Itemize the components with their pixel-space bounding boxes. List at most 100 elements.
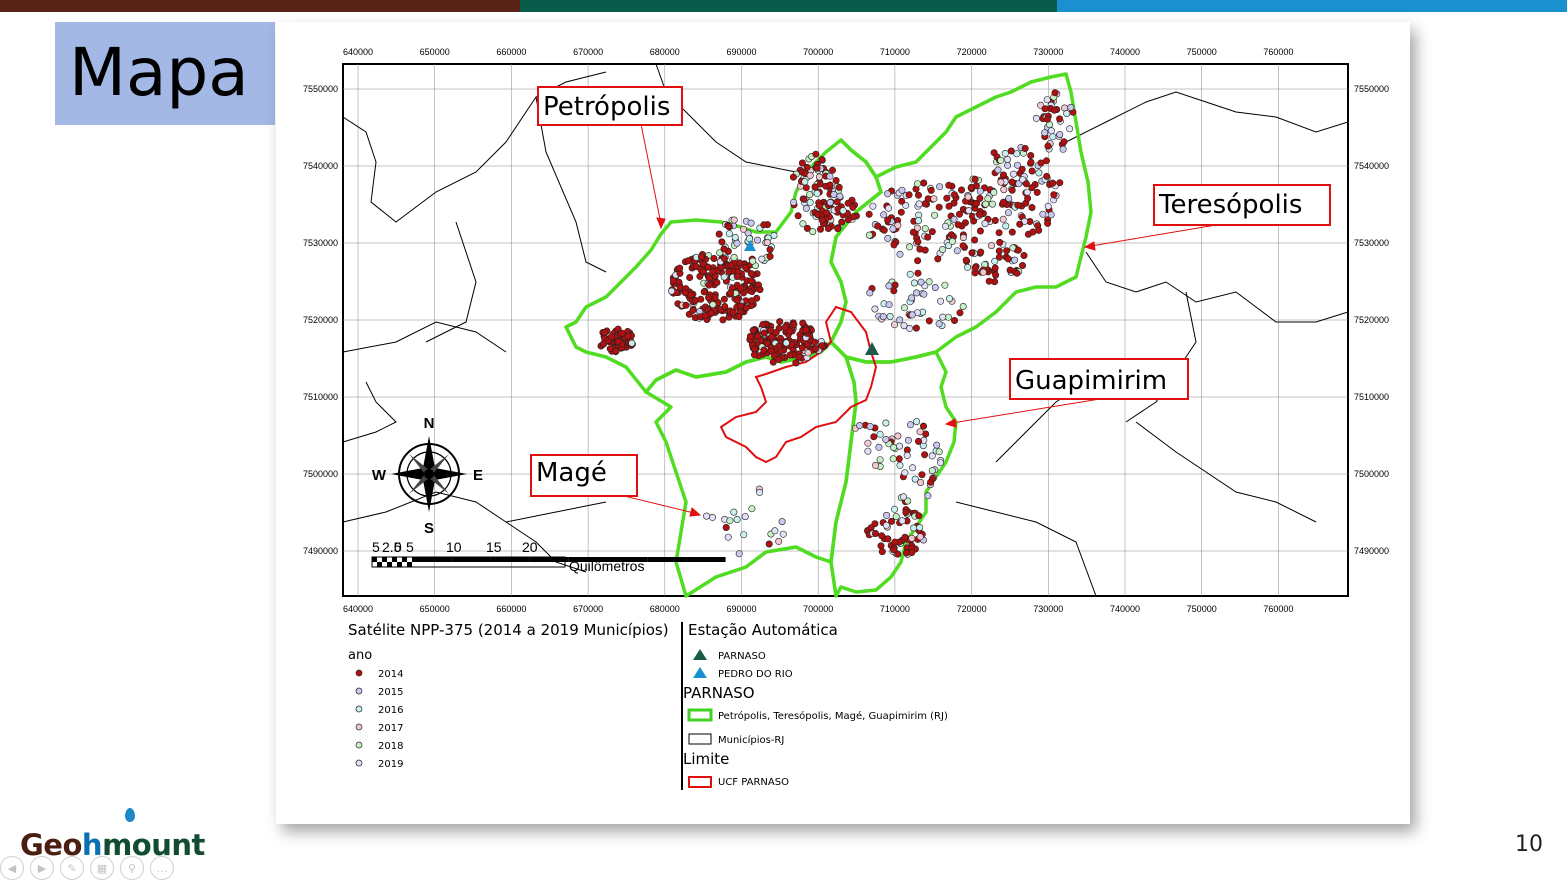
fire-point <box>1005 195 1013 203</box>
y-tick-label: 7530000 <box>1354 238 1389 248</box>
fire-point <box>877 542 885 550</box>
x-tick-label: 640000 <box>343 47 373 57</box>
fire-point <box>976 227 984 235</box>
legend-year-label: 2015 <box>378 687 403 698</box>
fire-point <box>920 179 928 187</box>
fire-point <box>876 430 884 438</box>
fire-point <box>1007 147 1015 155</box>
fire-point <box>727 289 735 297</box>
fire-point <box>999 215 1007 223</box>
x-tick-label: 640000 <box>343 604 373 614</box>
fire-point <box>908 548 916 556</box>
fire-point <box>931 283 939 291</box>
fire-point <box>806 191 814 199</box>
compass-s-label: S <box>424 520 434 537</box>
fire-point <box>945 181 953 189</box>
next-slide-icon[interactable]: ▶ <box>30 856 54 880</box>
fire-point <box>876 456 884 464</box>
fire-point <box>1021 145 1029 153</box>
fire-point <box>718 238 726 246</box>
y-tick-label: 7500000 <box>303 469 338 479</box>
fire-point <box>775 355 783 363</box>
slides-grid-icon[interactable]: ▦ <box>90 856 114 880</box>
fire-point <box>720 295 728 303</box>
fire-point <box>913 224 921 232</box>
scale-bar-cell <box>397 562 402 567</box>
x-tick-label: 700000 <box>803 604 833 614</box>
fire-point <box>880 226 888 234</box>
y-tick-label: 7530000 <box>303 238 338 248</box>
x-tick-label: 750000 <box>1187 47 1217 57</box>
fire-point <box>1027 158 1035 166</box>
fire-point <box>707 309 715 317</box>
fire-point <box>916 533 924 541</box>
fire-point <box>696 272 704 280</box>
fire-point <box>830 191 838 199</box>
more-options-icon[interactable]: … <box>150 856 174 880</box>
boundary-line <box>342 381 397 443</box>
x-tick-label: 650000 <box>420 604 450 614</box>
x-tick-label: 730000 <box>1033 604 1063 614</box>
scale-bar-cell <box>392 557 397 562</box>
callout-guapimirim-text: Guapimirim <box>1015 366 1168 396</box>
fire-point <box>799 220 807 228</box>
arrow-mage <box>615 493 695 514</box>
fire-point <box>775 537 783 545</box>
fire-point <box>914 257 922 265</box>
fire-point <box>914 269 922 277</box>
compass-w-label: W <box>372 467 387 484</box>
pen-icon[interactable]: ✎ <box>60 856 84 880</box>
fire-point <box>1018 165 1026 173</box>
x-tick-label: 710000 <box>880 604 910 614</box>
station-pedro-do-rio-marker <box>744 240 756 251</box>
fire-point <box>880 211 888 219</box>
callout-teresopolis-text: Teresópolis <box>1159 190 1303 220</box>
fire-point <box>801 178 809 186</box>
legend-year-label: 2017 <box>378 723 403 734</box>
fire-point <box>737 284 745 292</box>
fire-point <box>802 184 810 192</box>
fire-point <box>1004 161 1012 169</box>
fire-point <box>999 171 1007 179</box>
fire-point <box>760 346 768 354</box>
fire-point <box>925 317 933 325</box>
fire-point <box>823 209 831 217</box>
legend-year-label: 2019 <box>378 759 403 770</box>
fire-point <box>1002 222 1010 230</box>
fire-point <box>802 204 810 212</box>
fire-point <box>935 448 943 456</box>
fire-point <box>803 224 811 232</box>
fire-point <box>839 207 847 215</box>
y-tick-label: 7540000 <box>303 161 338 171</box>
fire-point <box>799 319 807 327</box>
fire-point <box>992 271 1000 279</box>
fire-point <box>885 204 893 212</box>
scale-bar-cell <box>686 557 726 562</box>
scale-unit-label: Quilômetros <box>569 558 644 574</box>
fire-point <box>746 332 754 340</box>
fire-point <box>939 246 947 254</box>
fire-point <box>884 234 892 242</box>
legend-green-swatch <box>687 708 713 722</box>
fire-point <box>882 521 890 529</box>
fire-point <box>948 237 956 245</box>
y-tick-label: 7510000 <box>303 392 338 402</box>
fire-point <box>864 447 872 455</box>
fire-point <box>979 268 987 276</box>
fire-point <box>828 166 836 174</box>
fire-point <box>750 351 758 359</box>
fire-point <box>709 267 717 275</box>
fire-point <box>937 297 945 305</box>
fire-point <box>875 443 883 451</box>
fire-point <box>705 294 713 302</box>
x-tick-label: 680000 <box>650 604 680 614</box>
fire-point <box>1013 161 1021 169</box>
scale-bar-cell <box>608 557 648 562</box>
fire-point <box>1056 179 1064 187</box>
prev-slide-icon[interactable]: ◀ <box>0 856 24 880</box>
zoom-icon[interactable]: ⚲ <box>120 856 144 880</box>
fire-point <box>1000 186 1008 194</box>
fire-point <box>607 333 615 341</box>
fire-point <box>628 339 636 347</box>
fire-point <box>741 513 749 521</box>
